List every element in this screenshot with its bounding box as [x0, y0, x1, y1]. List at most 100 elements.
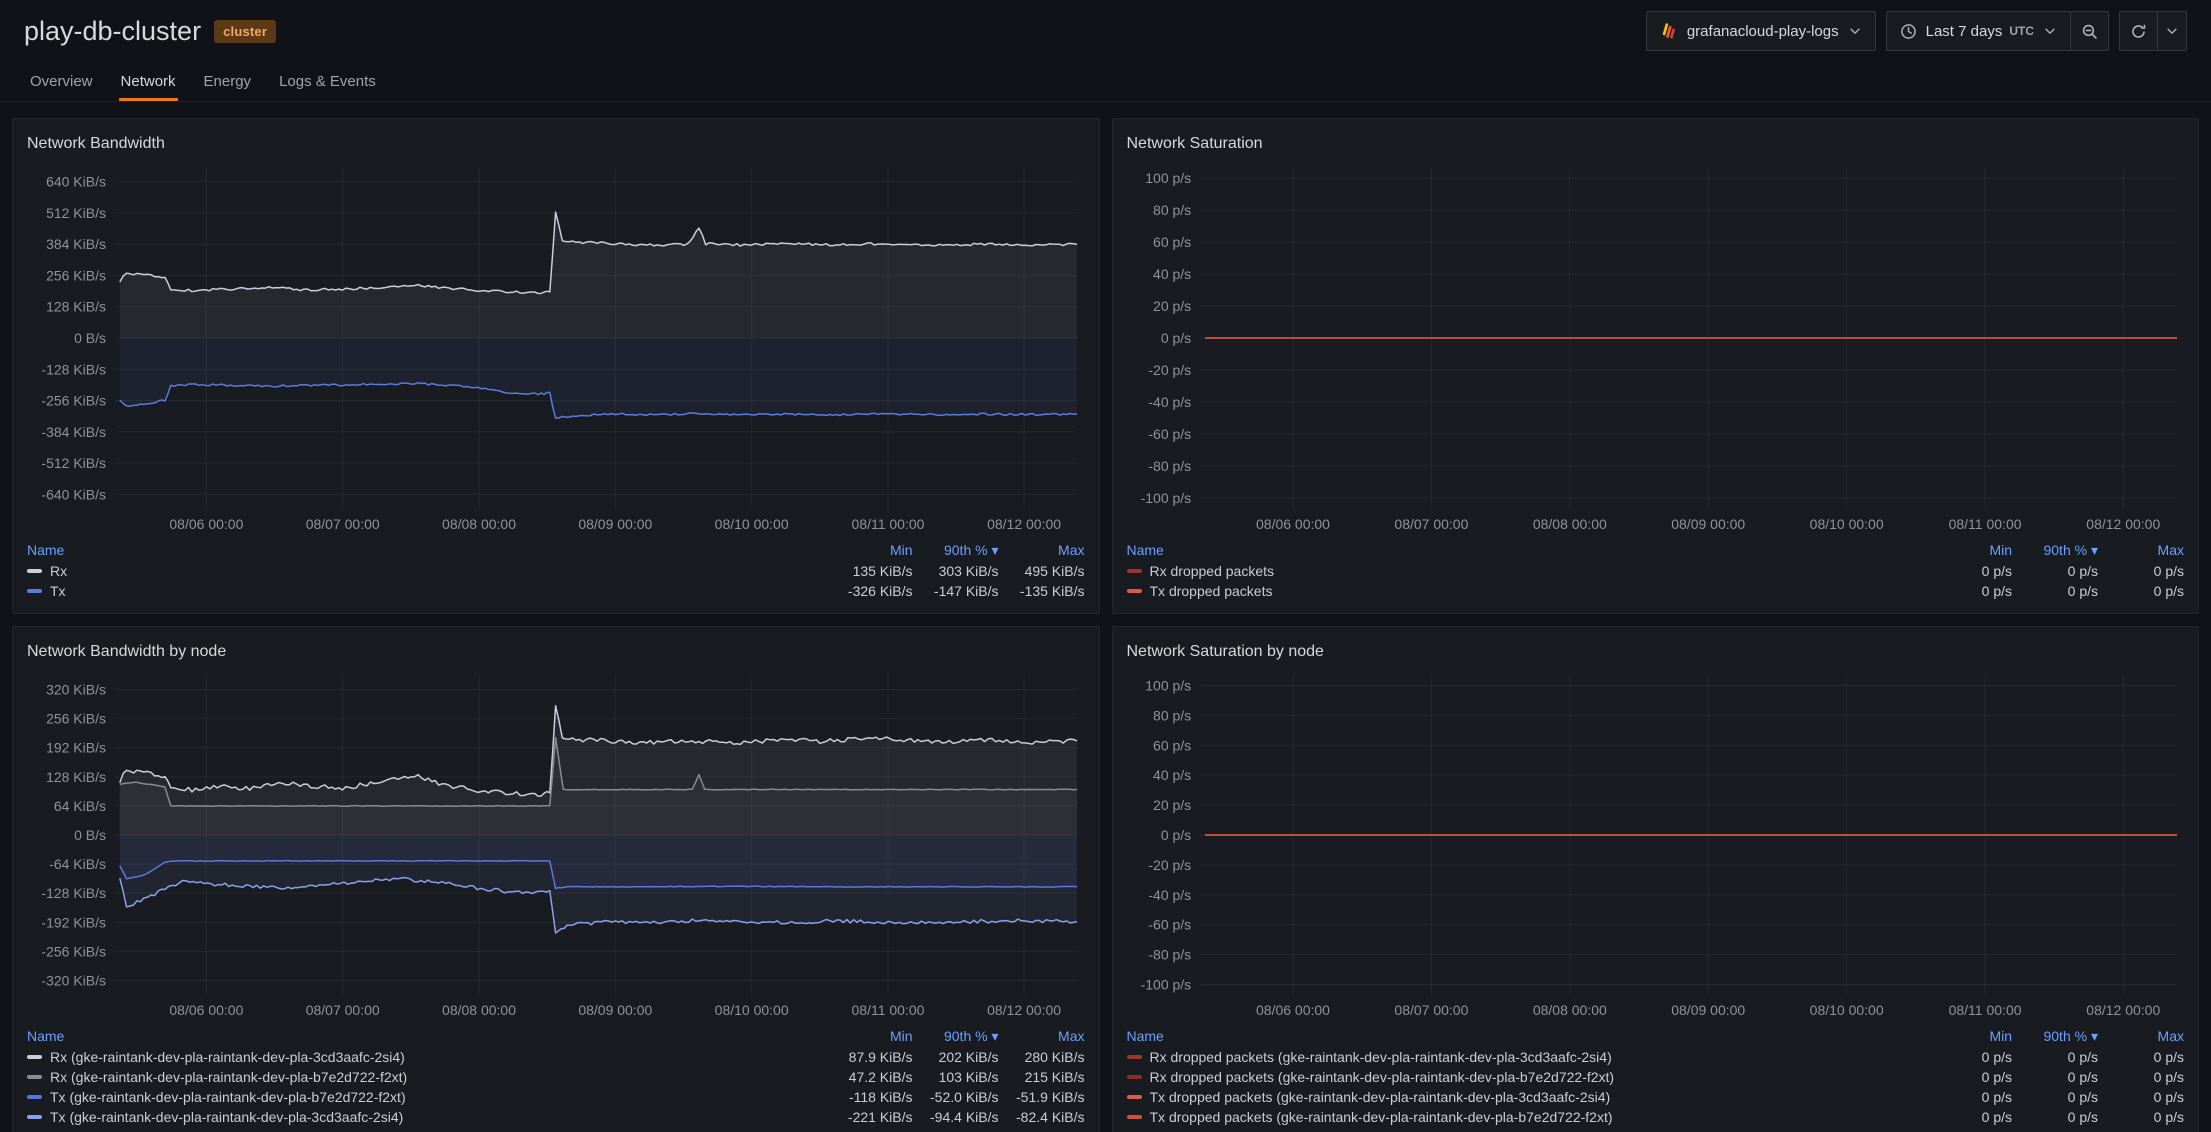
legend-row: Rx 135 KiB/s 303 KiB/s 495 KiB/s — [27, 561, 1085, 581]
series-toggle[interactable]: Rx dropped packets — [1126, 563, 1927, 579]
toolbar: grafanacloud-play-logs Last 7 days UTC — [1645, 11, 2187, 51]
legend-column-max[interactable]: Max — [1058, 542, 1085, 558]
series-line-tx-gke-raintank-dev-pla-raintank-dev-pla-3cd3aafc-2si4 — [119, 876, 1078, 934]
tab-logs-events[interactable]: Logs & Events — [279, 73, 376, 90]
series-color-swatch — [27, 1095, 42, 1099]
chevron-down-icon — [2165, 24, 2179, 38]
panel-title[interactable]: Network Saturation by node — [1126, 643, 1324, 660]
x-axis-tick-label: 08/09 00:00 — [1671, 516, 1745, 532]
chart-area[interactable]: 100 p/s 80 p/s 60 p/s 40 p/s 20 p/s 0 p/s -20 … — [1127, 159, 2185, 537]
panel-network-bandwidth: Network Bandwidth 640 KiB/s 512 KiB/s 384 K… — [12, 118, 1100, 614]
legend-value: 0 p/s — [2067, 1089, 2098, 1105]
refresh-button[interactable] — [2119, 11, 2158, 51]
legend-column-name[interactable]: Name — [27, 542, 65, 558]
legend-value: 0 p/s — [2067, 1109, 2098, 1125]
legend-row: Tx dropped packets 0 p/s 0 p/s 0 p/s — [1126, 581, 2184, 601]
y-axis-tick-label: -40 p/s — [1148, 394, 1191, 410]
series-color-swatch — [27, 1115, 42, 1119]
cluster-tag-badge[interactable]: cluster — [214, 19, 277, 43]
series-area-fill — [119, 835, 1078, 933]
legend-row: Tx dropped packets (gke-raintank-dev-pla… — [1126, 1107, 2184, 1127]
y-axis-tick-label: -20 p/s — [1148, 362, 1191, 378]
y-axis-tick-label: 100 p/s — [1145, 170, 1191, 186]
series-toggle[interactable]: Tx dropped packets — [1126, 583, 1927, 599]
x-axis-tick-label: 08/09 00:00 — [1671, 1002, 1745, 1018]
x-axis-tick-label: 08/08 00:00 — [1532, 1002, 1606, 1018]
legend-value: -221 KiB/s — [847, 1109, 913, 1125]
legend-column-min[interactable]: Min — [889, 1028, 913, 1044]
legend-value: 0 p/s — [2067, 1049, 2098, 1065]
series-toggle[interactable]: Rx (gke-raintank-dev-pla-raintank-dev-pl… — [27, 1069, 827, 1085]
chart-area[interactable]: 100 p/s 80 p/s 60 p/s 40 p/s 20 p/s 0 p/s -20 … — [1127, 667, 2185, 1023]
panel-network-saturation-by-node: Network Saturation by node 100 p/s 80 p/s 6… — [1111, 626, 2199, 1132]
legend-column-90th[interactable]: 90th % ▾ — [943, 1027, 999, 1044]
y-axis-tick-label: 40 p/s — [1153, 266, 1191, 282]
x-axis-tick-label: 08/06 00:00 — [1256, 516, 1330, 532]
legend-value: 0 p/s — [1981, 1089, 2012, 1105]
series-name: Tx (gke-raintank-dev-pla-raintank-dev-pl… — [50, 1109, 404, 1125]
tab-overview[interactable]: Overview — [30, 73, 93, 90]
legend-column-min[interactable]: Min — [1989, 1028, 2012, 1044]
series-toggle[interactable]: Tx (gke-raintank-dev-pla-raintank-dev-pl… — [27, 1089, 827, 1105]
legend-column-max[interactable]: Max — [1058, 1028, 1085, 1044]
tab-energy[interactable]: Energy — [203, 73, 252, 90]
series-area-fill — [119, 705, 1078, 835]
time-series-plot[interactable]: 640 KiB/s 512 KiB/s 384 KiB/s 256 KiB/s 128 … — [27, 159, 1085, 537]
chart-area[interactable]: 640 KiB/s 512 KiB/s 384 KiB/s 256 KiB/s 128 … — [27, 159, 1085, 537]
panel-title[interactable]: Network Bandwidth by node — [27, 643, 227, 660]
time-series-plot[interactable]: 100 p/s 80 p/s 60 p/s 40 p/s 20 p/s 0 p/s -20 … — [1127, 667, 2185, 1023]
x-axis-tick-label: 08/12 00:00 — [2086, 516, 2160, 532]
legend-column-max[interactable]: Max — [2157, 1028, 2184, 1044]
tab-network[interactable]: Network — [107, 62, 190, 101]
time-series-plot[interactable]: 320 KiB/s 256 KiB/s 192 KiB/s 128 KiB/s 64 K… — [27, 667, 1085, 1023]
panel-title[interactable]: Network Saturation — [1126, 135, 1263, 152]
legend-column-90th[interactable]: 90th % ▾ — [943, 541, 999, 558]
legend-column-90th[interactable]: 90th % ▾ — [2043, 1027, 2098, 1044]
series-toggle[interactable]: Tx (gke-raintank-dev-pla-raintank-dev-pl… — [27, 1109, 827, 1125]
legend-column-90th[interactable]: 90th % ▾ — [2043, 541, 2098, 558]
legend-header: Name Min 90th % ▾ Max — [1127, 539, 2185, 561]
time-series-plot[interactable]: 100 p/s 80 p/s 60 p/s 40 p/s 20 p/s 0 p/s -20 … — [1127, 159, 2185, 537]
dashboard-header: play-db-cluster cluster grafanacloud-pla… — [0, 0, 2211, 62]
legend-value: -135 KiB/s — [1019, 583, 1085, 599]
series-name: Tx — [50, 583, 66, 599]
legend-value: 280 KiB/s — [1024, 1049, 1085, 1065]
y-axis-tick-label: 640 KiB/s — [46, 174, 106, 190]
refresh-interval-dropdown[interactable] — [2158, 11, 2187, 51]
series-toggle[interactable]: Rx dropped packets (gke-raintank-dev-pla… — [1126, 1049, 1927, 1065]
legend-column-name[interactable]: Name — [1126, 1028, 1164, 1044]
legend-column-min[interactable]: Min — [889, 542, 913, 558]
zoom-out-time-button[interactable] — [2071, 11, 2109, 51]
series-name: Rx dropped packets — [1149, 563, 1275, 579]
legend-column-max[interactable]: Max — [2157, 542, 2184, 558]
series-toggle[interactable]: Tx dropped packets (gke-raintank-dev-pla… — [1126, 1109, 1927, 1125]
legend-row: Tx -326 KiB/s -147 KiB/s -135 KiB/s — [27, 581, 1085, 601]
legend-value: 0 p/s — [2067, 583, 2098, 599]
panel-title[interactable]: Network Bandwidth — [27, 135, 165, 152]
y-axis-tick-label: -320 KiB/s — [41, 972, 106, 988]
chart-area[interactable]: 320 KiB/s 256 KiB/s 192 KiB/s 128 KiB/s 64 K… — [27, 667, 1085, 1023]
y-axis-tick-label: -64 KiB/s — [49, 856, 106, 872]
series-toggle[interactable]: Rx — [27, 563, 827, 579]
legend-column-name[interactable]: Name — [1126, 542, 1164, 558]
series-toggle[interactable]: Rx dropped packets (gke-raintank-dev-pla… — [1126, 1069, 1927, 1085]
legend-value: 0 p/s — [2153, 1089, 2184, 1105]
legend-column-min[interactable]: Min — [1989, 542, 2012, 558]
legend-value: 87.9 KiB/s — [848, 1049, 913, 1065]
legend-column-name[interactable]: Name — [27, 1028, 65, 1044]
series-toggle[interactable]: Tx dropped packets (gke-raintank-dev-pla… — [1126, 1089, 1927, 1105]
legend-value: 0 p/s — [1981, 1109, 2012, 1125]
time-range-picker[interactable]: Last 7 days UTC — [1885, 11, 2071, 51]
series-toggle[interactable]: Tx — [27, 583, 827, 599]
series-name: Rx (gke-raintank-dev-pla-raintank-dev-pl… — [50, 1049, 405, 1065]
series-name: Rx (gke-raintank-dev-pla-raintank-dev-pl… — [50, 1069, 408, 1085]
x-axis-tick-label: 08/11 00:00 — [852, 1002, 925, 1018]
x-axis-tick-label: 08/07 00:00 — [306, 1002, 380, 1018]
datasource-picker[interactable]: grafanacloud-play-logs — [1645, 11, 1876, 51]
series-toggle[interactable]: Rx (gke-raintank-dev-pla-raintank-dev-pl… — [27, 1049, 827, 1065]
x-axis-tick-label: 08/07 00:00 — [306, 516, 380, 532]
legend-row: Rx dropped packets 0 p/s 0 p/s 0 p/s — [1126, 561, 2184, 581]
x-axis-tick-label: 08/11 00:00 — [852, 516, 925, 532]
series-color-swatch — [27, 1055, 42, 1059]
series-name: Rx dropped packets (gke-raintank-dev-pla… — [1149, 1069, 1615, 1085]
